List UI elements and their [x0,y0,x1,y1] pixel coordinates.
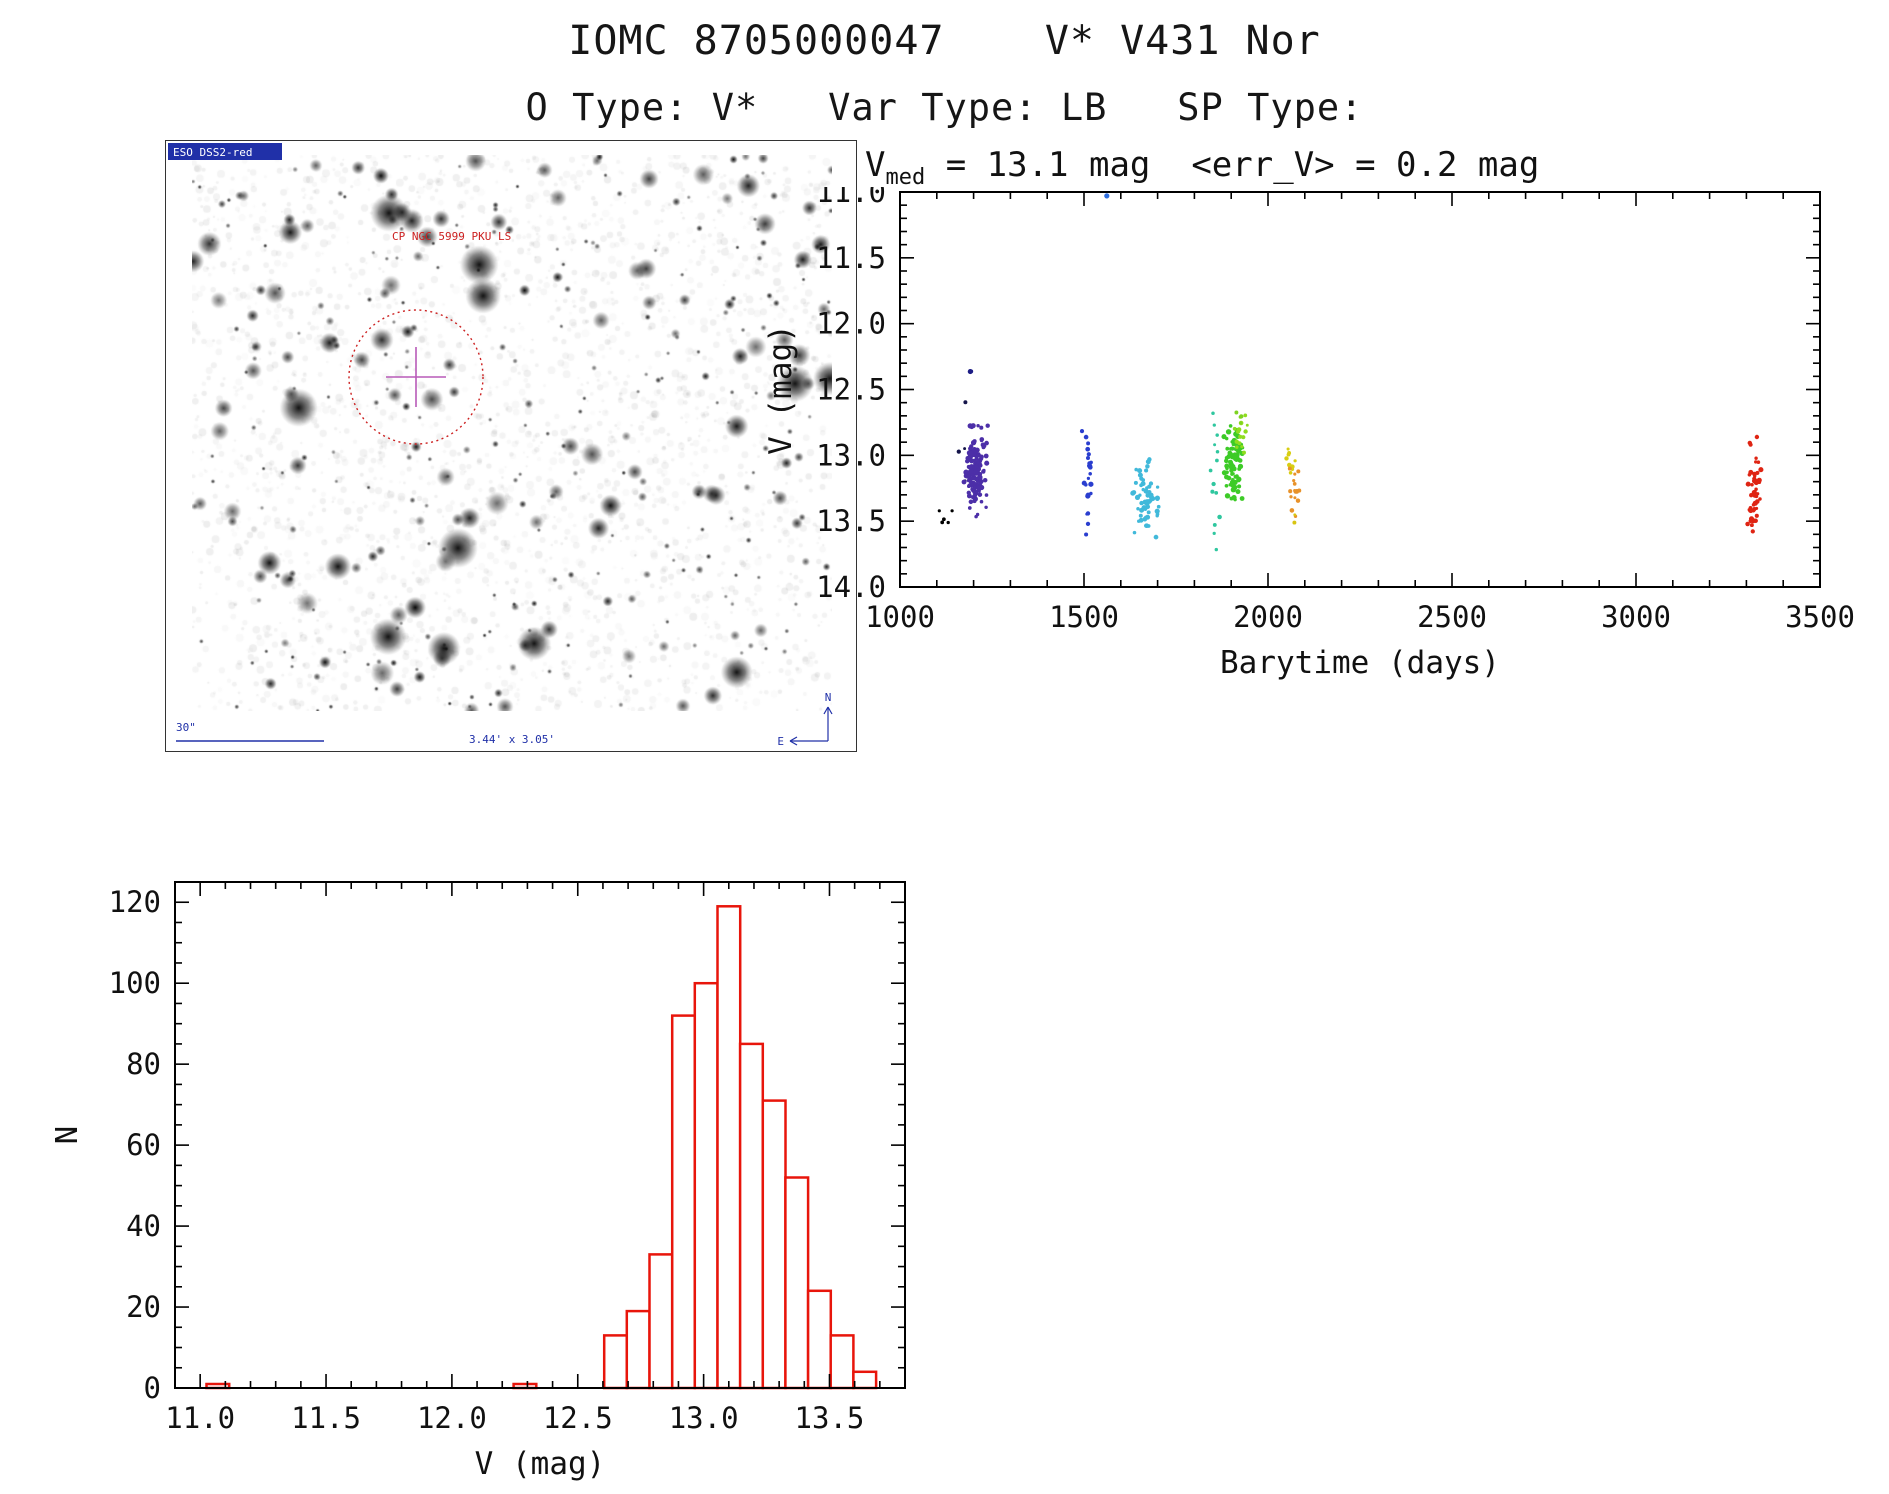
histogram-bar [806,1289,833,1390]
svg-text:14.0: 14.0 [816,570,886,604]
histogram-bar [784,1176,810,1390]
chart-annotation-label: CP NGC 5999 PKU LS [392,230,511,243]
svg-text:80: 80 [126,1047,161,1081]
histogram-panel: 11.0 11.5 12.0 12.5 13.0 13.5 0 20 40 60 80 100 120 V… [55,858,975,1494]
svg-text:100: 100 [109,966,161,1000]
histogram-bar [625,1309,651,1390]
svg-text:13.5: 13.5 [816,504,886,538]
histogram-ylabel: N [55,1126,85,1145]
lightcurve-axes: 1000 1500 2000 2500 3000 3500 11.0 11.5 12.0 12.5… [765,187,1855,681]
svg-text:1000: 1000 [865,600,935,634]
svg-text:60: 60 [126,1128,161,1162]
svg-text:11.0: 11.0 [165,1401,235,1435]
compass: N E [777,691,833,748]
scale-bar-label: 30" [176,721,196,734]
vmed-symbol: V [865,145,886,185]
histogram-bar [716,905,742,1390]
histogram-bar [602,1334,629,1390]
svg-text:3000: 3000 [1601,600,1671,634]
svg-text:11.5: 11.5 [291,1401,361,1435]
svg-text:20: 20 [126,1290,161,1324]
svg-text:12.0: 12.0 [816,307,886,341]
finding-chart-overlay: ESO DSS2-red CP NGC 5999 PKU LS 30" 3.44… [168,143,833,748]
svg-text:3500: 3500 [1785,600,1855,634]
svg-text:12.0: 12.0 [417,1401,487,1435]
histogram-svg: 11.0 11.5 12.0 12.5 13.0 13.5 0 20 40 60 80 100 120 V… [55,881,906,1482]
histogram-bar [829,1334,855,1390]
lightcurve-ylabel: V (mag) [765,324,799,455]
histogram-bar [693,981,719,1390]
vmed-subscript: med [885,164,926,190]
svg-text:13.5: 13.5 [795,1401,865,1435]
survey-label-background [168,143,282,160]
vmed-value-text: = 13.1 mag <err_V> = 0.2 mag [925,145,1540,185]
svg-text:13.0: 13.0 [669,1401,739,1435]
scatter-plot-svg: 1000 1500 2000 2500 3000 3500 11.0 11.5 12.0 12.5… [765,187,1855,681]
svg-text:12.5: 12.5 [543,1401,613,1435]
compass-north-label: N [825,691,832,704]
scatter-points [937,193,1764,552]
survey-label: ESO DSS2-red [173,146,252,159]
page-title: IOMC 8705000047 V* V431 Nor [568,18,1321,64]
svg-text:2500: 2500 [1417,600,1487,634]
compass-east-label: E [777,735,784,748]
histogram-bar [670,1014,697,1390]
svg-text:0: 0 [144,1371,161,1405]
svg-text:11.5: 11.5 [816,241,886,275]
target-circle [348,309,484,445]
star-field-canvas [192,155,832,711]
page-subtitle: O Type: V* Var Type: LB SP Type: [525,86,1364,129]
histogram-bars [205,905,878,1390]
lightcurve-xlabel: Barytime (days) [1220,645,1500,681]
svg-text:13.0: 13.0 [816,438,886,472]
svg-text:12.5: 12.5 [816,373,886,407]
outlier-point [1104,193,1110,199]
histogram-bar [852,1370,878,1390]
lightcurve-title: Vmed = 13.1 mag <err_V> = 0.2 mag [865,145,1539,190]
fov-label: 3.44' x 3.05' [469,733,555,746]
histogram-bar [648,1253,674,1390]
finding-chart: ESO DSS2-red CP NGC 5999 PKU LS 30" 3.44… [165,140,857,752]
histogram-bar [761,1099,787,1390]
svg-text:11.0: 11.0 [816,187,886,209]
svg-text:40: 40 [126,1209,161,1243]
histogram-axes: 11.0 11.5 12.0 12.5 13.0 13.5 0 20 40 60 80 100 120 V… [55,881,906,1482]
histogram-xlabel: V (mag) [475,1446,606,1482]
svg-text:1500: 1500 [1049,600,1119,634]
lightcurve-panel: Vmed = 13.1 mag <err_V> = 0.2 mag 1000 15… [765,135,1865,735]
svg-text:2000: 2000 [1233,600,1303,634]
histogram-bar [738,1042,765,1390]
svg-text:120: 120 [109,885,161,919]
